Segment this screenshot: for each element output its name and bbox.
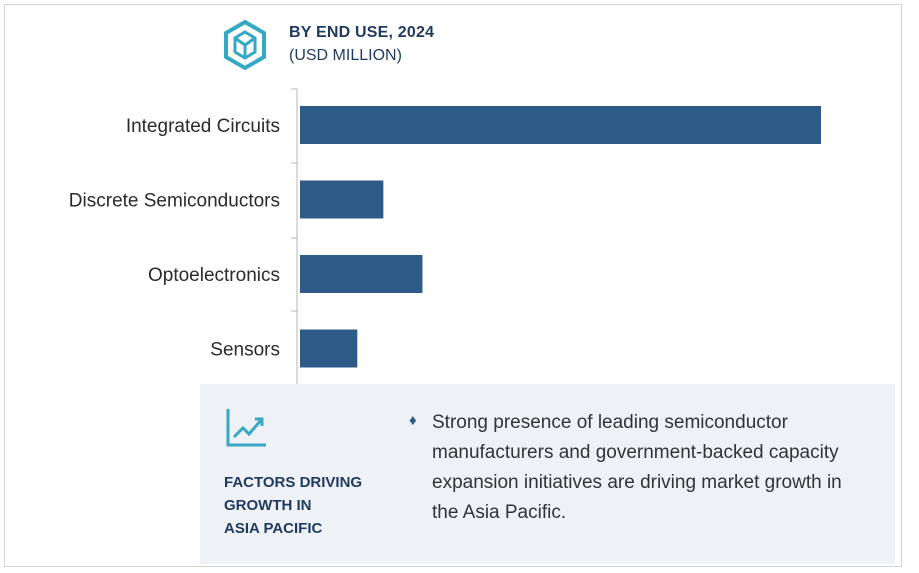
factor-bullet-text: Strong presence of leading semiconductor… xyxy=(432,412,842,523)
factors-title: FACTORS DRIVING GROWTH IN ASIA PACIFIC xyxy=(224,474,363,537)
category-label: Discrete Semiconductors xyxy=(69,191,280,212)
line-chart-icon xyxy=(226,409,266,447)
hexagon-y-icon xyxy=(224,19,266,71)
category-label: Optoelectronics xyxy=(148,265,280,286)
diamond-bullet-icon: ♦ xyxy=(409,412,417,429)
bar-sensors xyxy=(300,329,358,368)
chart-title: BY END USE, 2024 xyxy=(289,24,435,41)
category-label: Sensors xyxy=(210,340,280,361)
bar-optoelectronics xyxy=(300,255,423,293)
category-label: Integrated Circuits xyxy=(126,116,280,137)
chart-subtitle: (USD MILLION) xyxy=(289,47,402,64)
bar-integrated-circuits xyxy=(300,106,821,144)
factors-panel xyxy=(200,384,895,564)
bar-discrete-semiconductors xyxy=(300,180,384,219)
